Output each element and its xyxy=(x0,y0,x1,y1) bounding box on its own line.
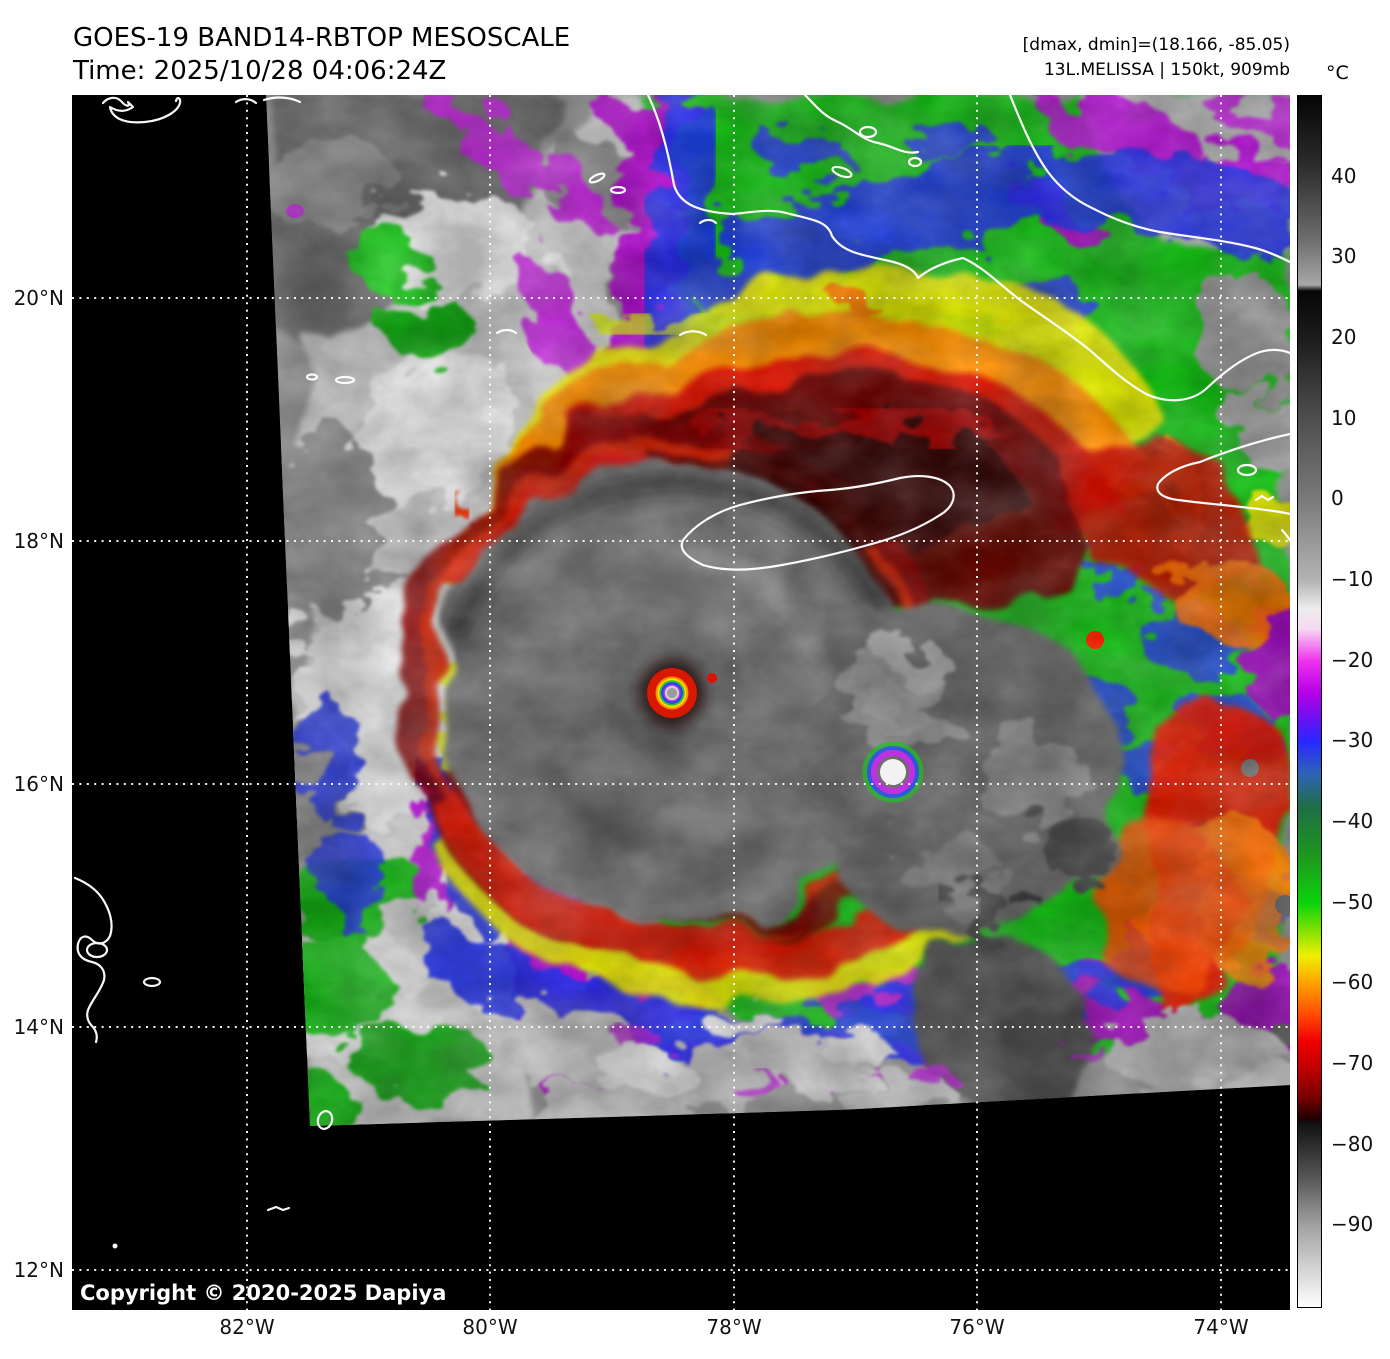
map-plot: Copyright © 2020-2025 Dapiya xyxy=(72,95,1290,1310)
colorbar-tick-label: −50 xyxy=(1331,890,1374,914)
lon-axis-label: 82°W xyxy=(219,1315,275,1339)
title-block: GOES-19 BAND14-RBTOP MESOSCALE Time: 202… xyxy=(73,22,570,88)
colorbar-tick-label: −70 xyxy=(1331,1051,1374,1075)
grid-overlay xyxy=(72,95,1290,1310)
timestamp-label: Time: 2025/10/28 04:06:24Z xyxy=(73,56,447,86)
lat-axis-label: 12°N xyxy=(13,1258,64,1282)
lat-axis-label: 16°N xyxy=(13,772,64,796)
colorbar-unit-label: °C xyxy=(1326,62,1349,84)
lat-axis-label: 18°N xyxy=(13,529,64,553)
page-title: GOES-19 BAND14-RBTOP MESOSCALE xyxy=(73,23,571,53)
lon-axis-label: 74°W xyxy=(1193,1315,1249,1339)
colorbar-tick-label: −20 xyxy=(1331,648,1374,672)
copyright-watermark: Copyright © 2020-2025 Dapiya xyxy=(80,1281,447,1305)
colorbar-gradient xyxy=(1297,95,1322,1308)
cold-spot xyxy=(862,741,924,803)
colorbar-tick-label: 0 xyxy=(1331,486,1344,510)
colorbar-tick-label: 30 xyxy=(1331,244,1357,268)
lat-axis-label: 20°N xyxy=(13,286,64,310)
colorbar-tick-label: −10 xyxy=(1331,567,1374,591)
dmax-dmin-label: [dmax, dmin]=(18.166, -85.05) xyxy=(1022,35,1290,55)
colorbar-tick-label: −60 xyxy=(1331,970,1374,994)
colorbar-tick-label: −40 xyxy=(1331,809,1374,833)
hurricane-eye xyxy=(638,659,717,727)
lat-axis-label: 14°N xyxy=(13,1015,64,1039)
colorbar-tick-label: 40 xyxy=(1331,164,1357,188)
colorbar-tick-label: −30 xyxy=(1331,728,1374,752)
satellite-swath xyxy=(266,95,1290,1126)
lon-axis-label: 76°W xyxy=(949,1315,1005,1339)
colorbar-tick-label: −90 xyxy=(1331,1212,1374,1236)
texture-dark xyxy=(266,95,1290,1126)
storm-info-label: 13L.MELISSA | 150kt, 909mb xyxy=(1043,60,1290,80)
lon-axis-label: 80°W xyxy=(462,1315,518,1339)
colorbar-tick-label: 10 xyxy=(1331,406,1357,430)
colorbar-tick-label: −80 xyxy=(1331,1132,1374,1156)
colorbar-tick-label: 20 xyxy=(1331,325,1357,349)
lon-axis-label: 78°W xyxy=(706,1315,762,1339)
satellite-image xyxy=(72,95,1290,1310)
meta-block: [dmax, dmin]=(18.166, -85.05) 13L.MELISS… xyxy=(1023,33,1290,83)
